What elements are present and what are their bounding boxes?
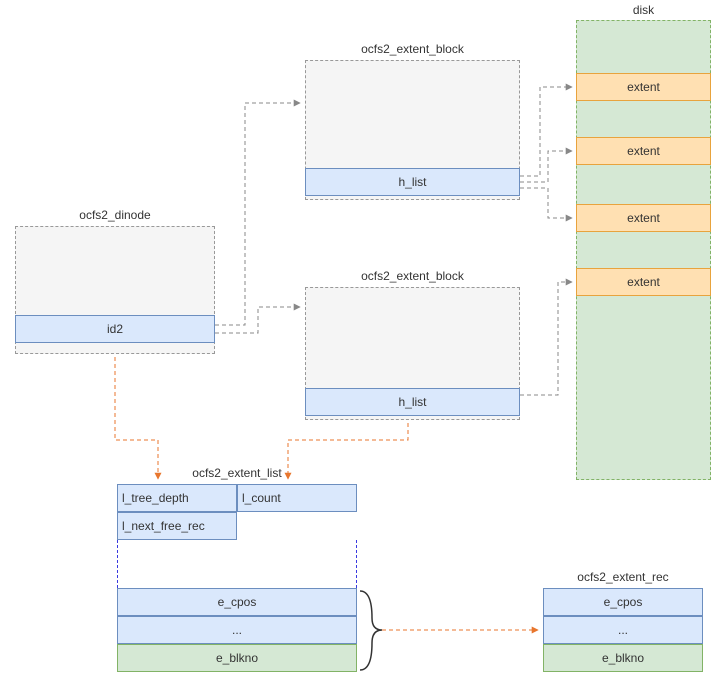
dots-box: ...	[117, 616, 357, 644]
hlist1-box: h_list	[305, 168, 520, 196]
lnextfree-box: l_next_free_rec	[117, 512, 237, 540]
ltreedepth-box: l_tree_depth	[117, 484, 237, 512]
eblkno-box: e_blkno	[117, 644, 357, 672]
extent1-box: extent	[576, 73, 711, 101]
id2-box: id2	[15, 315, 215, 343]
extrec-label: ocfs2_extent_rec	[543, 570, 703, 584]
extrec-ecpos: e_cpos	[543, 588, 703, 616]
hlist2-box: h_list	[305, 388, 520, 416]
extent4-box: extent	[576, 268, 711, 296]
dinode-label: ocfs2_dinode	[15, 208, 215, 222]
extblock1-label: ocfs2_extent_block	[305, 42, 520, 56]
extlist-label: ocfs2_extent_list	[117, 466, 357, 480]
extrec-dots: ...	[543, 616, 703, 644]
extent3-box: extent	[576, 204, 711, 232]
ecpos-box: e_cpos	[117, 588, 357, 616]
extent2-box: extent	[576, 137, 711, 165]
extblock2-label: ocfs2_extent_block	[305, 269, 520, 283]
lcount-box: l_count	[237, 484, 357, 512]
extrec-eblkno: e_blkno	[543, 644, 703, 672]
disk-label: disk	[576, 3, 711, 17]
extlist-gap	[117, 540, 357, 588]
